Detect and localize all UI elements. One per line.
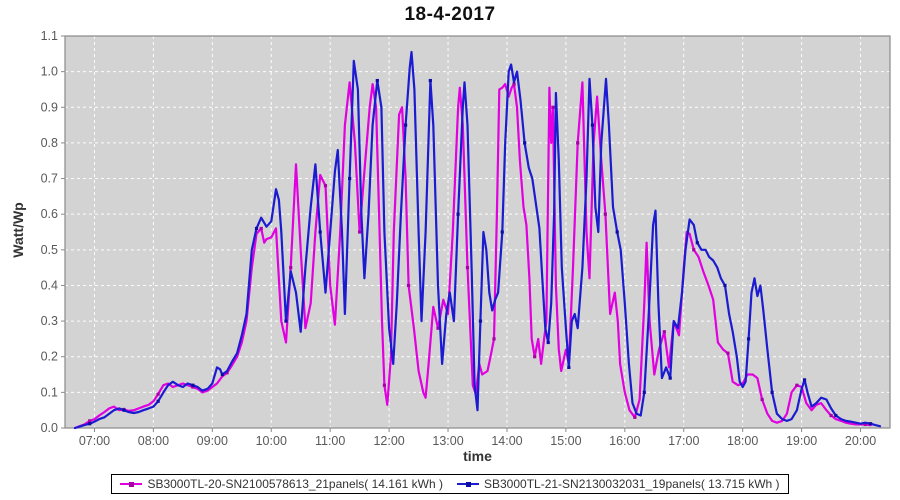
- x-tick-label: 16:00: [609, 434, 640, 448]
- y-tick-label: 0.9: [41, 100, 58, 114]
- legend-label: SB3000TL-20-SN2100578613_21panels( 14.16…: [147, 477, 443, 491]
- series-marker: [259, 226, 263, 231]
- series-marker: [428, 78, 432, 83]
- series-marker: [436, 326, 440, 330]
- chart-title: 18-4-2017: [404, 4, 496, 25]
- series-marker: [533, 355, 537, 359]
- series-marker: [358, 230, 362, 234]
- series-marker: [615, 230, 619, 234]
- series-marker: [348, 176, 352, 181]
- series-marker: [668, 376, 672, 380]
- y-tick-label: 0.0: [41, 421, 58, 435]
- x-tick-label: 10:00: [256, 434, 287, 448]
- series-marker: [156, 399, 160, 403]
- series-marker: [254, 226, 259, 231]
- series-marker: [512, 82, 516, 86]
- series-marker: [284, 319, 288, 323]
- series-marker: [746, 337, 751, 341]
- series-marker: [375, 78, 379, 83]
- x-tick-label: 20:00: [845, 434, 876, 448]
- legend-item-sb3000tl-20: SB3000TL-20-SN2100578613_21panels( 14.16…: [120, 477, 443, 491]
- x-tick-label: 07:00: [79, 434, 110, 448]
- x-tick-label: 14:00: [491, 434, 522, 448]
- series-marker: [492, 337, 496, 341]
- series-marker: [829, 413, 833, 418]
- x-tick-label: 19:00: [786, 434, 817, 448]
- series-marker: [382, 383, 386, 387]
- series-marker: [88, 422, 92, 426]
- series-marker: [760, 397, 764, 402]
- series-marker: [122, 408, 126, 412]
- series-marker: [551, 105, 555, 109]
- y-axis-title: Watt/Wp: [10, 202, 26, 258]
- series-marker: [220, 372, 224, 377]
- x-axis-title: time: [463, 448, 492, 464]
- x-tick-label: 12:00: [373, 434, 404, 448]
- y-tick-label: 0.2: [41, 350, 58, 364]
- legend-label: SB3000TL-21-SN2130032031_19panels( 13.71…: [484, 477, 780, 491]
- series-marker: [523, 141, 527, 145]
- series-swatch-magenta: [120, 480, 143, 489]
- plot-background: [65, 36, 890, 428]
- series-marker: [802, 378, 807, 382]
- legend: SB3000TL-20-SN2100578613_21panels( 14.16…: [0, 474, 900, 494]
- series-marker: [662, 330, 666, 334]
- series-marker: [590, 123, 595, 127]
- series-marker: [465, 266, 470, 270]
- series-marker: [723, 283, 727, 288]
- x-tick-label: 13:00: [432, 434, 463, 448]
- y-tick-label: 0.7: [41, 172, 58, 186]
- series-marker: [695, 241, 699, 245]
- x-tick-label: 17:00: [668, 434, 699, 448]
- series-marker: [642, 390, 646, 394]
- series-marker: [478, 319, 483, 323]
- x-tick-label: 11:00: [315, 434, 345, 448]
- series-marker: [318, 230, 322, 234]
- legend-box: SB3000TL-20-SN2100578613_21panels( 14.16…: [111, 474, 789, 494]
- series-marker: [567, 365, 571, 370]
- series-marker: [191, 385, 195, 389]
- series-marker: [88, 419, 92, 423]
- y-tick-label: 1.0: [41, 65, 58, 79]
- x-tick-label: 09:00: [197, 434, 228, 448]
- x-tick-label: 08:00: [138, 434, 169, 448]
- series-marker: [191, 383, 195, 387]
- series-line-sb3000tl-21: [73, 50, 882, 430]
- series-marker: [770, 390, 774, 394]
- series-marker: [834, 413, 838, 418]
- series-marker: [500, 230, 504, 234]
- series-marker: [156, 392, 160, 396]
- y-tick-label: 0.3: [41, 314, 58, 328]
- y-tick-label: 0.6: [41, 207, 58, 221]
- series-marker: [726, 351, 730, 355]
- y-tick-label: 1.1: [41, 29, 58, 43]
- plot-border: [64, 35, 891, 429]
- series-marker: [795, 383, 799, 387]
- x-tick-label: 18:00: [727, 434, 758, 448]
- y-tick-label: 0.5: [41, 243, 58, 257]
- y-tick-label: 0.4: [41, 278, 58, 292]
- series-marker: [603, 212, 607, 216]
- series-marker: [633, 415, 637, 419]
- y-tick-label: 0.8: [41, 136, 58, 150]
- series-marker: [404, 123, 408, 127]
- series-marker: [868, 422, 873, 426]
- series-marker: [863, 422, 867, 427]
- series-swatch-blue: [457, 480, 479, 489]
- series-marker: [576, 141, 580, 145]
- y-tick-label: 0.1: [41, 385, 58, 399]
- series-marker: [323, 184, 328, 188]
- series-marker: [289, 266, 293, 270]
- x-tick-label: 15:00: [550, 434, 581, 448]
- series-marker: [406, 283, 411, 288]
- series-marker: [546, 340, 550, 345]
- series-marker: [456, 212, 460, 216]
- series-marker: [692, 248, 696, 252]
- legend-item-sb3000tl-21: SB3000TL-21-SN2130032031_19panels( 13.71…: [457, 477, 780, 491]
- series-marker: [225, 371, 229, 375]
